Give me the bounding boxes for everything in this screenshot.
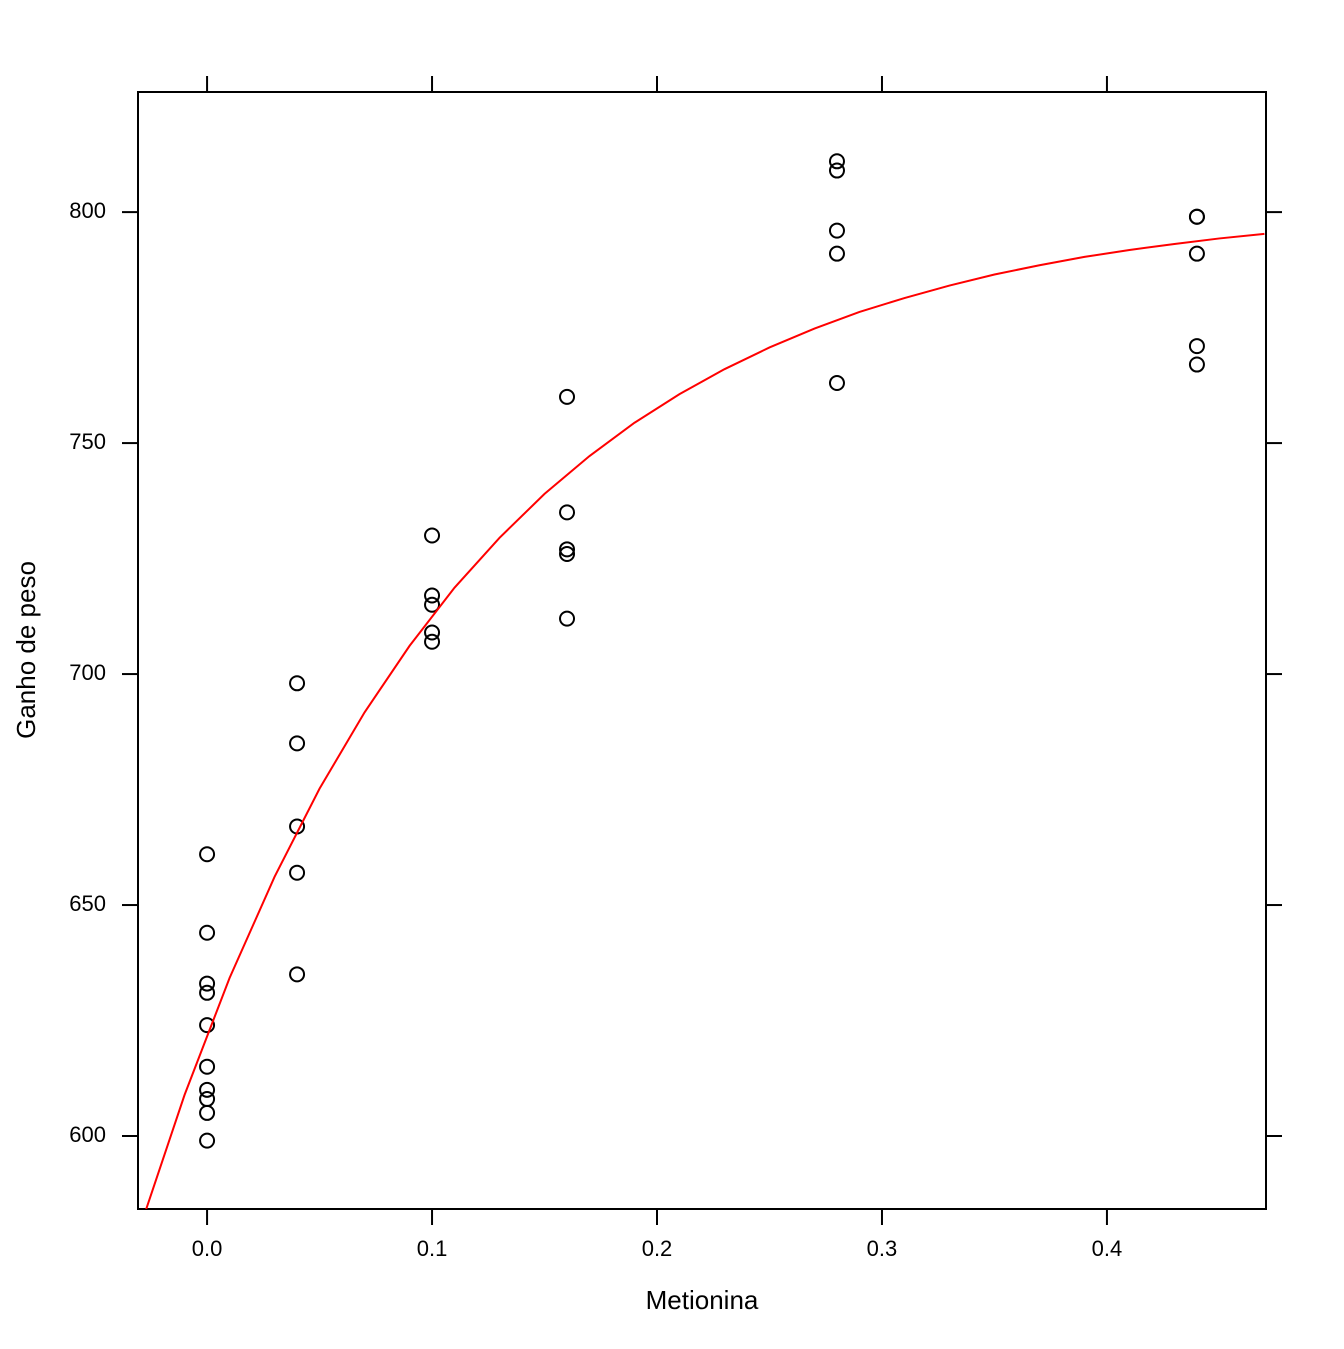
y-tick-label: 800 bbox=[69, 198, 106, 223]
point bbox=[424, 624, 441, 641]
x-tick-label: 0.3 bbox=[867, 1236, 898, 1261]
point bbox=[828, 222, 845, 239]
y-tick-label: 750 bbox=[69, 429, 106, 454]
point bbox=[559, 610, 576, 627]
y-tick-label: 700 bbox=[69, 660, 106, 685]
x-tick-label: 0.1 bbox=[417, 1236, 448, 1261]
point bbox=[1188, 245, 1205, 262]
point bbox=[559, 504, 576, 521]
point bbox=[199, 924, 216, 941]
point bbox=[1188, 208, 1205, 225]
point bbox=[559, 541, 576, 558]
point bbox=[199, 846, 216, 863]
point bbox=[199, 1058, 216, 1075]
point bbox=[559, 545, 576, 562]
point bbox=[828, 162, 845, 179]
point bbox=[424, 633, 441, 650]
y-tick-label: 600 bbox=[69, 1122, 106, 1147]
point bbox=[199, 984, 216, 1001]
x-tick-label: 0.4 bbox=[1092, 1236, 1123, 1261]
point bbox=[199, 1132, 216, 1149]
point bbox=[559, 388, 576, 405]
fitted-curve bbox=[145, 232, 1265, 1209]
point bbox=[828, 245, 845, 262]
point bbox=[199, 1081, 216, 1098]
point bbox=[828, 375, 845, 392]
x-axis-title: Metionina bbox=[646, 1285, 759, 1315]
point bbox=[199, 1091, 216, 1108]
point bbox=[289, 675, 306, 692]
point bbox=[289, 735, 306, 752]
point bbox=[1188, 338, 1205, 355]
point bbox=[424, 587, 441, 604]
x-tick-label: 0.2 bbox=[642, 1236, 673, 1261]
plot-area bbox=[145, 153, 1265, 1209]
point bbox=[199, 975, 216, 992]
point bbox=[199, 1017, 216, 1034]
y-tick-label: 650 bbox=[69, 891, 106, 916]
point bbox=[828, 153, 845, 170]
y-axis-title: Ganho de peso bbox=[11, 561, 41, 739]
point bbox=[289, 966, 306, 983]
point bbox=[424, 527, 441, 544]
point bbox=[1188, 356, 1205, 373]
plot-frame bbox=[137, 91, 1267, 1210]
point bbox=[199, 1104, 216, 1121]
point bbox=[424, 596, 441, 613]
point bbox=[289, 864, 306, 881]
x-tick-label: 0.0 bbox=[192, 1236, 223, 1261]
